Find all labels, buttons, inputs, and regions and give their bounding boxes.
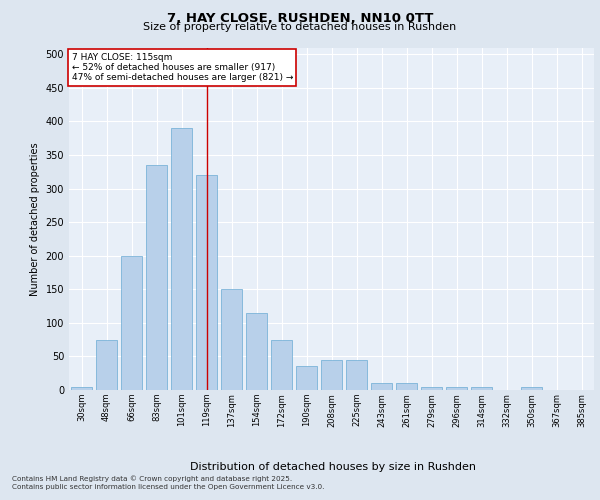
Bar [196, 175, 217, 390]
Bar [521, 386, 542, 390]
Bar [171, 128, 192, 390]
Bar [471, 386, 492, 390]
Bar [121, 256, 142, 390]
Bar [421, 386, 442, 390]
Bar [246, 313, 267, 390]
Bar [346, 360, 367, 390]
Bar [296, 366, 317, 390]
Bar [146, 165, 167, 390]
Bar [271, 340, 292, 390]
Bar [71, 386, 92, 390]
Text: Size of property relative to detached houses in Rushden: Size of property relative to detached ho… [143, 22, 457, 32]
Bar [446, 386, 467, 390]
Bar [396, 384, 417, 390]
Text: Distribution of detached houses by size in Rushden: Distribution of detached houses by size … [190, 462, 476, 472]
Bar [221, 290, 242, 390]
Y-axis label: Number of detached properties: Number of detached properties [30, 142, 40, 296]
Bar [321, 360, 342, 390]
Text: 7, HAY CLOSE, RUSHDEN, NN10 0TT: 7, HAY CLOSE, RUSHDEN, NN10 0TT [167, 12, 433, 24]
Text: Contains public sector information licensed under the Open Government Licence v3: Contains public sector information licen… [12, 484, 325, 490]
Bar [371, 384, 392, 390]
Bar [96, 340, 117, 390]
Text: Contains HM Land Registry data © Crown copyright and database right 2025.: Contains HM Land Registry data © Crown c… [12, 476, 292, 482]
Text: 7 HAY CLOSE: 115sqm
← 52% of detached houses are smaller (917)
47% of semi-detac: 7 HAY CLOSE: 115sqm ← 52% of detached ho… [71, 52, 293, 82]
